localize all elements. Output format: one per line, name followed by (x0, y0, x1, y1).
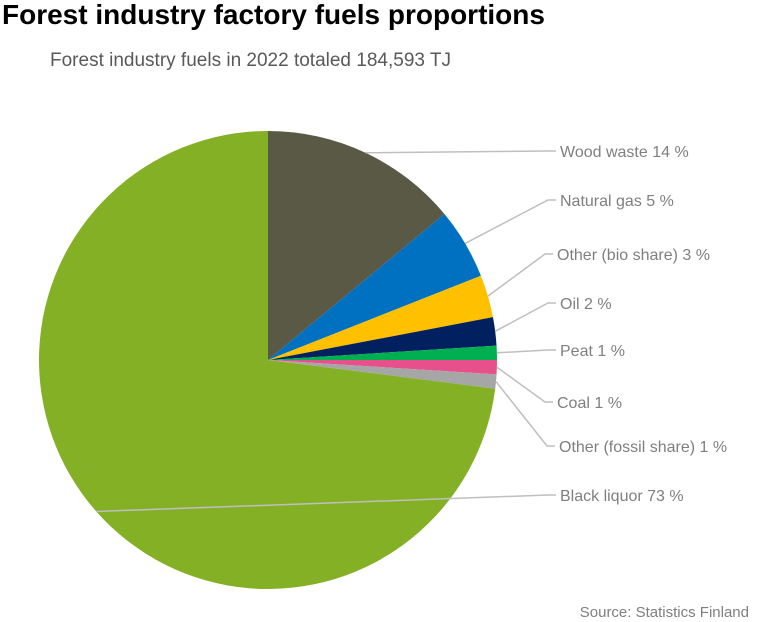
chart-title: Forest industry factory fuels proportion… (2, 0, 545, 30)
leader-line-oil (494, 302, 556, 332)
data-label-other-fossil-share: Other (fossil share) 1 % (559, 439, 727, 456)
pie-slice-natural-gas (268, 214, 481, 360)
pie-slice-other-bio-share (268, 275, 493, 360)
leader-line-coal (496, 366, 553, 403)
pie-slice-peat (268, 345, 497, 360)
pie-slices (39, 131, 497, 589)
pie-slice-black-liquor (39, 131, 496, 589)
data-label-wood-waste: Wood waste 14 % (560, 144, 689, 161)
pie-slice-other-fossil-share (268, 360, 497, 389)
leader-line-peat (496, 349, 556, 354)
pie-slice-wood-waste (268, 131, 445, 360)
data-label-coal: Coal 1 % (557, 395, 622, 412)
leader-line-black-liquor (96, 494, 556, 513)
leader-line-other-fossil-share (495, 381, 555, 447)
data-label-natural-gas: Natural gas 5 % (560, 193, 674, 210)
data-label-peat: Peat 1 % (560, 343, 625, 360)
pie-slice-coal (268, 360, 497, 375)
data-labels: Wood waste 14 % Natural gas 5 % Other (bio… (557, 144, 727, 505)
chart-subtitle: Forest industry fuels in 2022 totaled 18… (50, 50, 452, 71)
data-label-other-bio-share: Other (bio share) 3 % (557, 247, 710, 264)
leader-line-natural-gas (464, 199, 556, 245)
source-note: Source: Statistics Finland (579, 604, 749, 621)
leader-lines (96, 150, 556, 513)
data-label-oil: Oil 2 % (560, 296, 612, 313)
leader-line-wood-waste (365, 150, 556, 154)
pie-slice-oil (268, 317, 497, 360)
data-label-black-liquor: Black liquor 73 % (560, 488, 684, 505)
leader-line-other-bio-share (487, 253, 553, 297)
